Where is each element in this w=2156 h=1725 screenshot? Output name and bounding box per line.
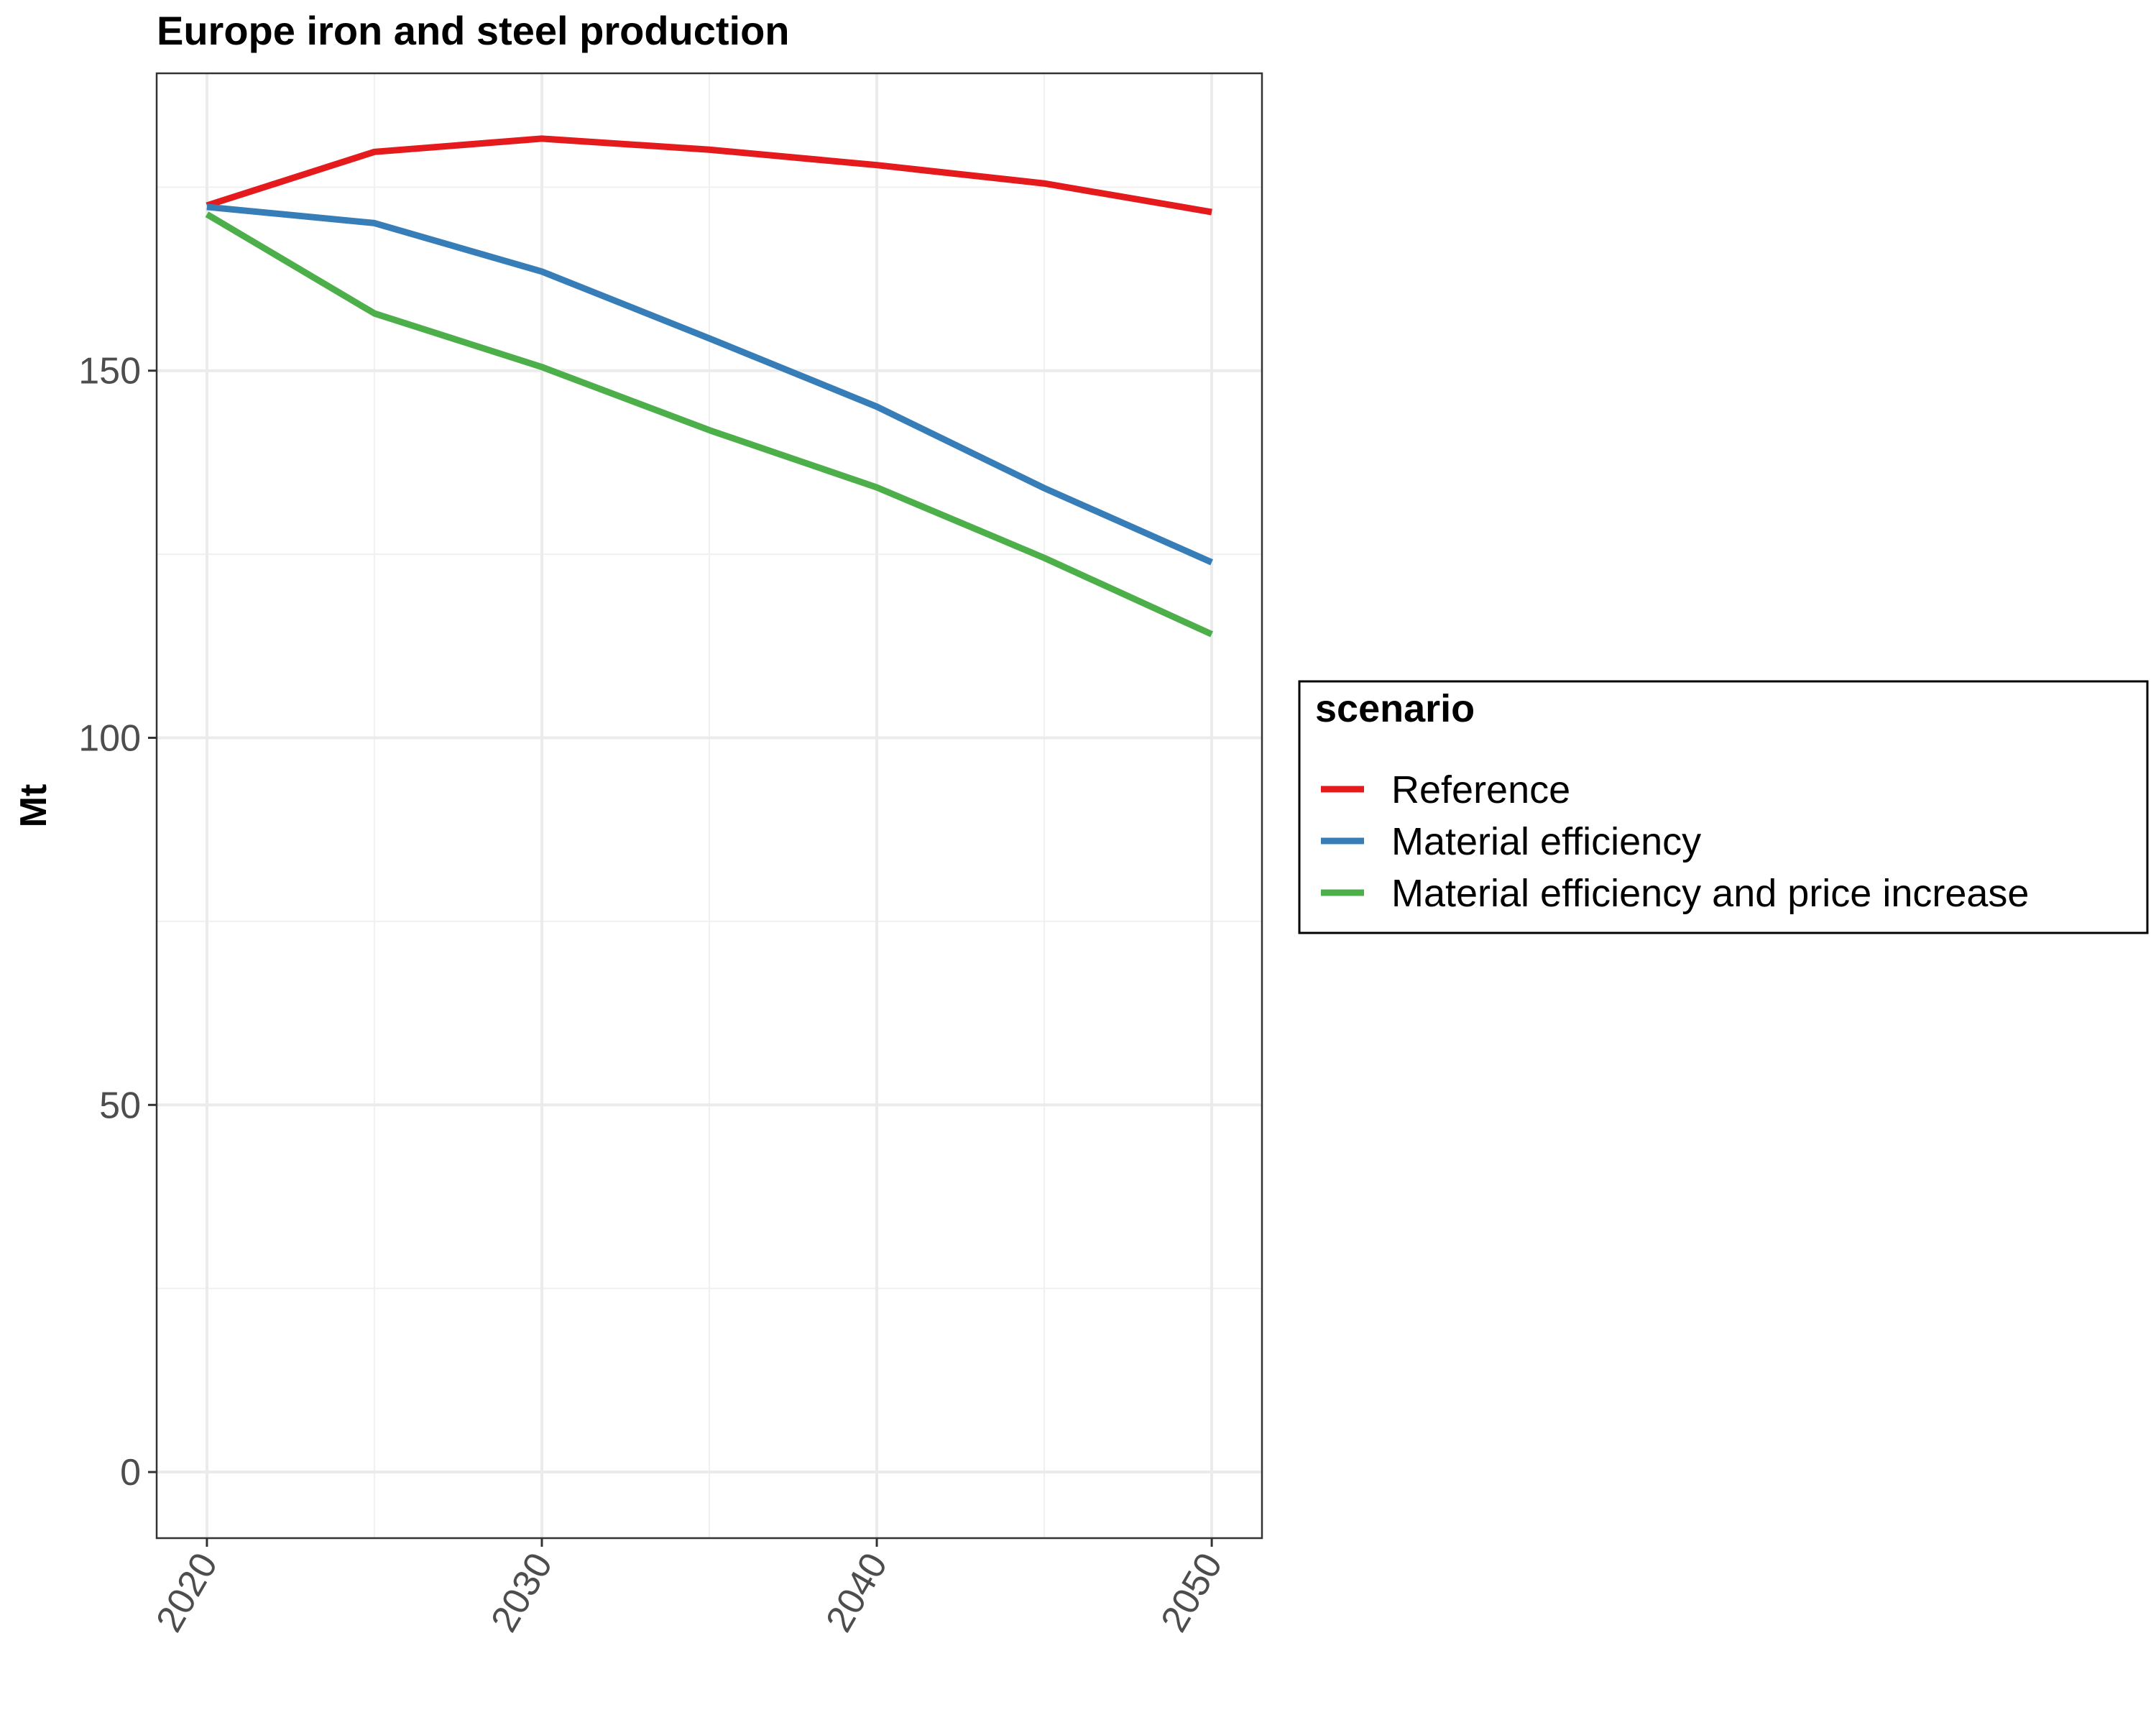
x-tick-label: 2030 [483, 1546, 561, 1639]
grid-lines [157, 73, 1262, 1538]
y-tick-label: 0 [120, 1452, 141, 1494]
series-lines [205, 135, 1213, 638]
x-tick-label: 2020 [148, 1546, 226, 1639]
legend-label: Material efficiency [1391, 820, 1701, 863]
series-line [206, 203, 1213, 566]
series-line [206, 135, 1212, 216]
x-tick-label: 2050 [1153, 1546, 1230, 1639]
legend-label: Reference [1391, 768, 1570, 811]
axis-ticks: 0 50 100 150 2020 2030 2040 2050 [78, 351, 1230, 1639]
legend-label: Material efficiency and price increase [1391, 872, 2029, 915]
legend-title: scenario [1315, 687, 1475, 730]
plot-panel-border [155, 72, 1263, 1540]
legend-box [1298, 680, 2149, 934]
chart-title: Europe iron and steel production [157, 8, 790, 53]
y-tick-label: 100 [78, 718, 141, 760]
legend: scenario Reference Material efficiency Mat… [1298, 680, 2149, 934]
legend-items: Reference Material efficiency Material eff… [1321, 768, 2029, 915]
y-axis-title: Mt [13, 784, 55, 828]
y-tick-label: 150 [78, 351, 141, 392]
y-tick-label: 50 [99, 1085, 141, 1126]
series-line [205, 211, 1213, 638]
x-tick-label: 2040 [818, 1546, 895, 1639]
